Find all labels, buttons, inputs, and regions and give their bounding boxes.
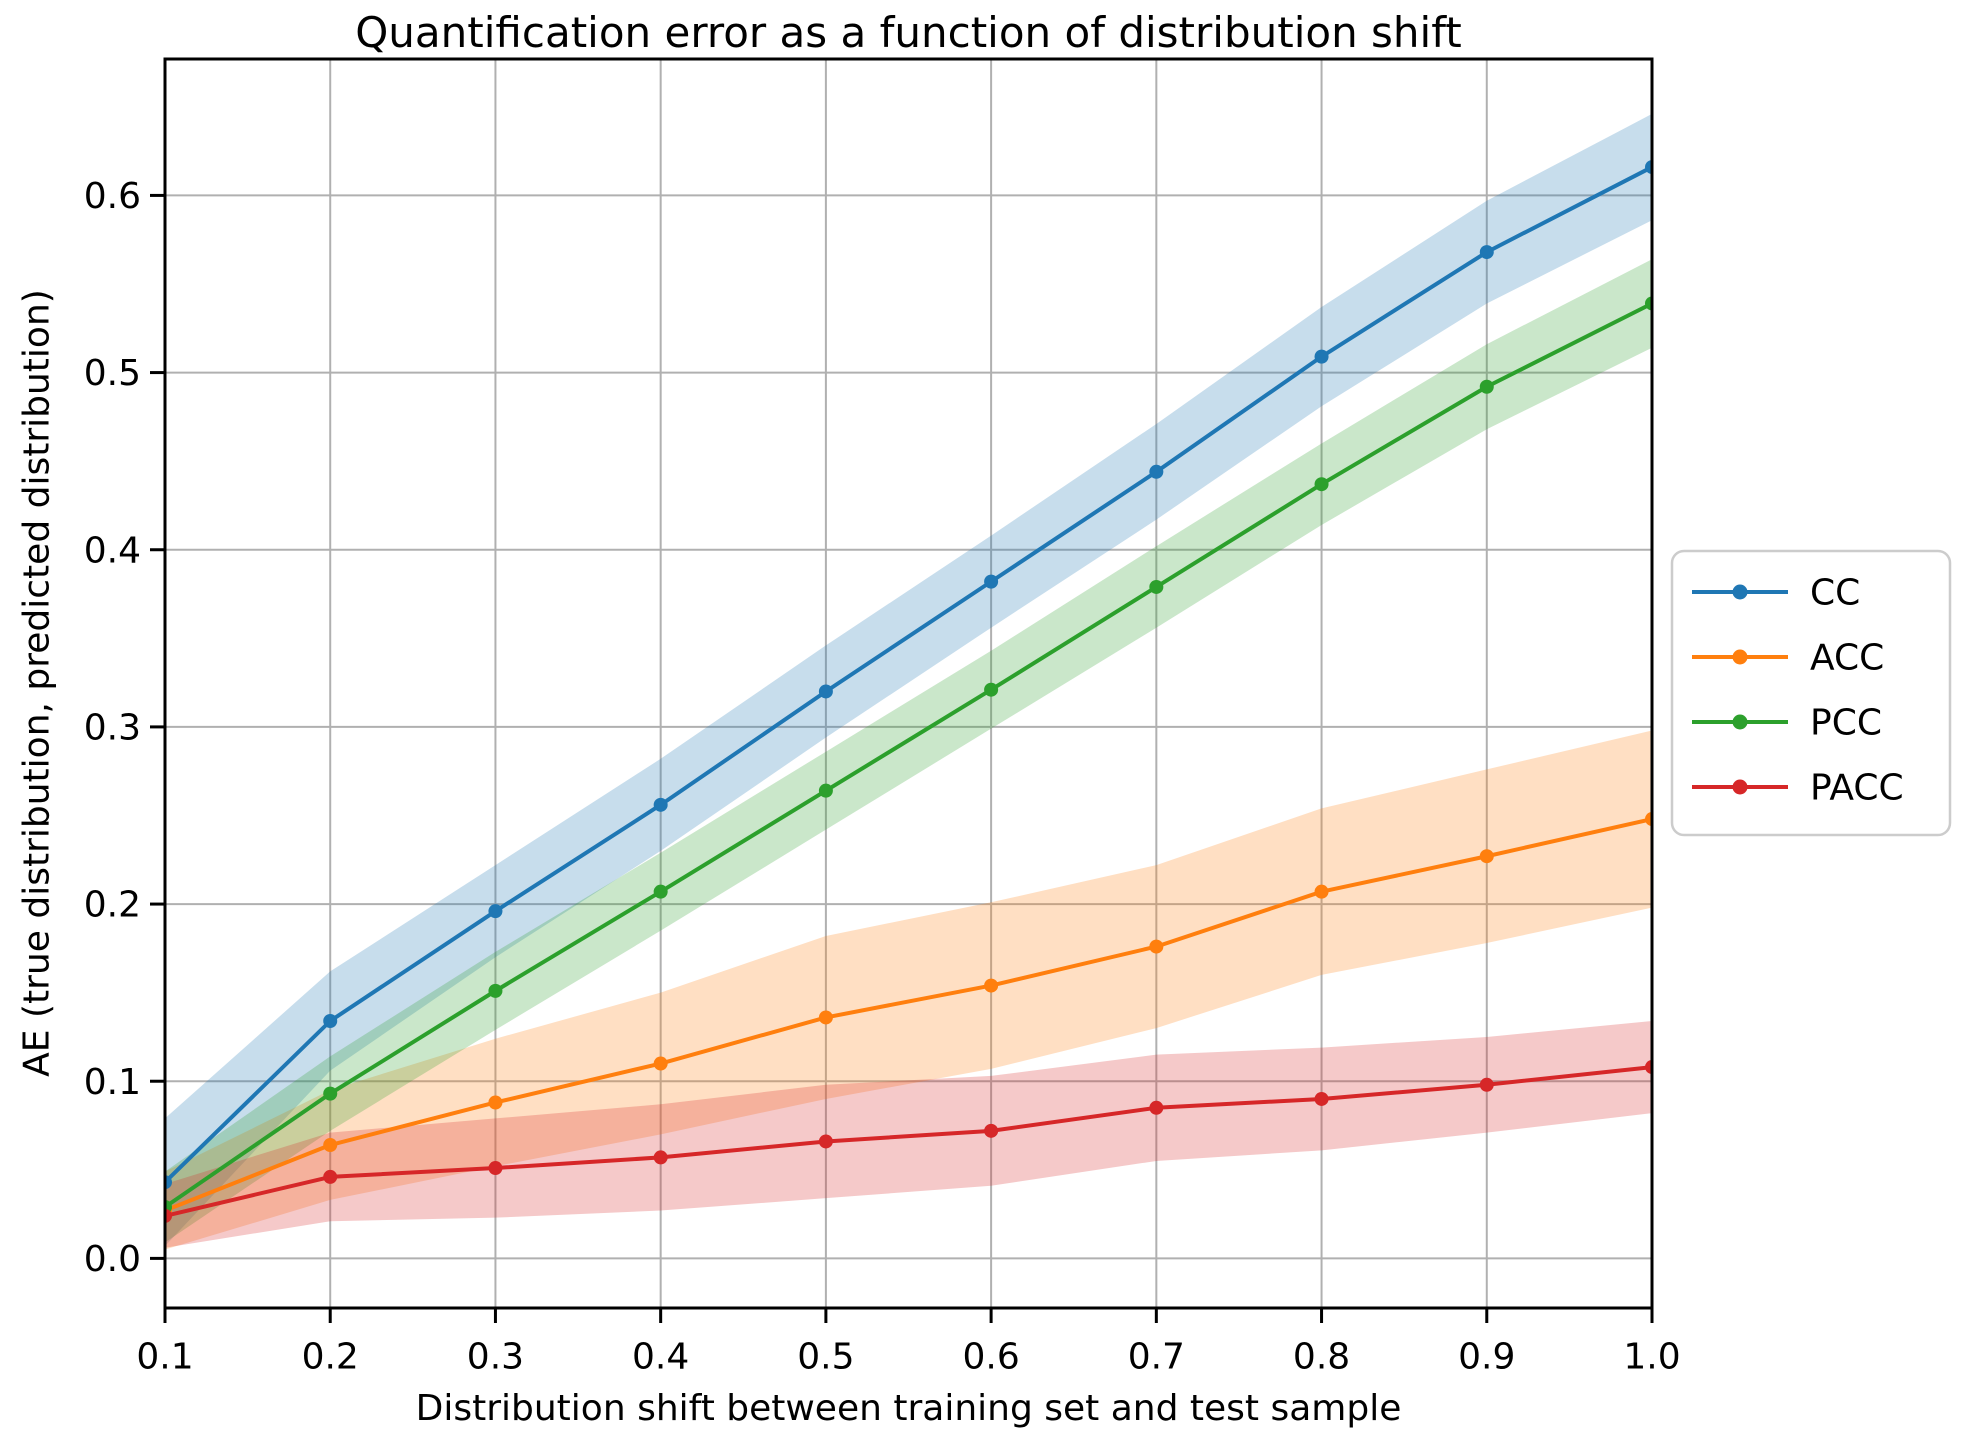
axes-spines <box>163 57 1654 1310</box>
marker-PACC-0 <box>165 1208 172 1223</box>
chart-title: Quantification error as a function of di… <box>355 8 1462 57</box>
y-tick-label-0.5: 0.5 <box>84 353 141 394</box>
legend-entry-ACC: ACC <box>1692 638 1884 679</box>
marker-CC-2 <box>488 904 503 919</box>
marker-PACC-1 <box>323 1169 338 1184</box>
y-tick-label-0.0: 0.0 <box>84 1239 141 1280</box>
marker-PCC-3 <box>653 884 668 899</box>
marker-PCC-1 <box>323 1086 338 1101</box>
marker-ACC-4 <box>818 1010 833 1025</box>
marker-PCC-2 <box>488 983 503 998</box>
x-tick-label-0.8: 0.8 <box>1293 1336 1350 1377</box>
series-PACC <box>165 1060 1652 1223</box>
x-tick-label-0.2: 0.2 <box>302 1336 359 1377</box>
legend-label-PACC: PACC <box>1810 768 1904 809</box>
legend-marker-ACC <box>1732 649 1748 665</box>
y-tick-label-0.2: 0.2 <box>84 885 141 926</box>
line-CC <box>165 165 1652 1184</box>
marker-CC-4 <box>818 684 833 699</box>
y-axis-label: AE (true distribution, predicted distrib… <box>16 289 58 1077</box>
legend-entry-PACC: PACC <box>1692 768 1904 809</box>
x-tick-label-0.1: 0.1 <box>136 1336 193 1377</box>
marker-PCC-6 <box>1149 579 1164 594</box>
x-tick-label-0.6: 0.6 <box>962 1336 1019 1377</box>
series-PCC <box>165 296 1652 1215</box>
marker-PACC-7 <box>1314 1091 1329 1106</box>
x-tick-label-1.0: 1.0 <box>1623 1336 1680 1377</box>
legend-marker-PCC <box>1732 714 1748 730</box>
marker-ACC-9 <box>1645 812 1652 827</box>
marker-ACC-1 <box>323 1138 338 1153</box>
marker-ACC-3 <box>653 1056 668 1071</box>
marker-CC-1 <box>323 1013 338 1028</box>
legend-label-PCC: PCC <box>1810 703 1882 744</box>
marker-PCC-7 <box>1314 477 1329 492</box>
band-ACC <box>165 730 1652 1250</box>
band-CC <box>165 113 1652 1246</box>
y-tick-label-0.4: 0.4 <box>84 530 141 571</box>
legend-box <box>1670 549 1952 837</box>
marker-ACC-8 <box>1479 849 1494 864</box>
legend: CC ACC PCC PACC <box>1670 549 1952 837</box>
marker-CC-8 <box>1479 245 1494 260</box>
legend-entry-CC: CC <box>1692 573 1860 614</box>
marker-CC-5 <box>984 574 999 589</box>
band-PCC <box>165 259 1652 1243</box>
y-tick-label-0.6: 0.6 <box>84 176 141 217</box>
marker-ACC-6 <box>1149 939 1164 954</box>
marker-PACC-9 <box>1645 1060 1652 1075</box>
marker-PCC-9 <box>1645 296 1652 311</box>
marker-PACC-2 <box>488 1161 503 1176</box>
x-tick-label-0.7: 0.7 <box>1128 1336 1185 1377</box>
legend-marker-CC <box>1732 584 1748 600</box>
legend-marker-PACC <box>1732 779 1748 795</box>
legend-label-CC: CC <box>1810 573 1860 614</box>
marker-ACC-5 <box>984 978 999 993</box>
legend-label-ACC: ACC <box>1810 638 1884 679</box>
series-CC <box>165 160 1652 1190</box>
marker-ACC-2 <box>488 1095 503 1110</box>
x-tick-label-0.4: 0.4 <box>632 1336 689 1377</box>
marker-CC-3 <box>653 797 668 812</box>
marker-CC-0 <box>165 1175 172 1190</box>
tick-labels: 0.1 0.2 0.3 0.4 0.5 0.6 0.7 0.8 0.9 1.0 0.0 0.1 0.2 0… <box>84 176 1681 1377</box>
y-tick-label-0.3: 0.3 <box>84 708 141 749</box>
marker-CC-7 <box>1314 349 1329 364</box>
legend-entry-PCC: PCC <box>1692 703 1882 744</box>
marker-PACC-5 <box>984 1123 999 1138</box>
bands <box>165 113 1652 1250</box>
marker-PACC-8 <box>1479 1077 1494 1092</box>
tick-marks <box>150 193 1654 1323</box>
line-ACC <box>165 817 1652 1213</box>
marker-CC-6 <box>1149 464 1164 479</box>
y-tick-label-0.1: 0.1 <box>84 1062 141 1103</box>
x-tick-label-0.3: 0.3 <box>467 1336 524 1377</box>
marker-ACC-7 <box>1314 884 1329 899</box>
marker-PACC-3 <box>653 1150 668 1165</box>
marker-PACC-6 <box>1149 1100 1164 1115</box>
marker-PACC-4 <box>818 1134 833 1149</box>
line-PACC <box>165 1065 1652 1218</box>
line-PCC <box>165 301 1652 1209</box>
x-tick-label-0.5: 0.5 <box>797 1336 854 1377</box>
marker-PCC-5 <box>984 682 999 697</box>
marker-PCC-8 <box>1479 379 1494 394</box>
marker-CC-9 <box>1645 160 1652 175</box>
x-tick-label-0.9: 0.9 <box>1458 1336 1515 1377</box>
x-axis-label: Distribution shift between training set … <box>415 1388 1402 1429</box>
marker-PCC-4 <box>818 783 833 798</box>
